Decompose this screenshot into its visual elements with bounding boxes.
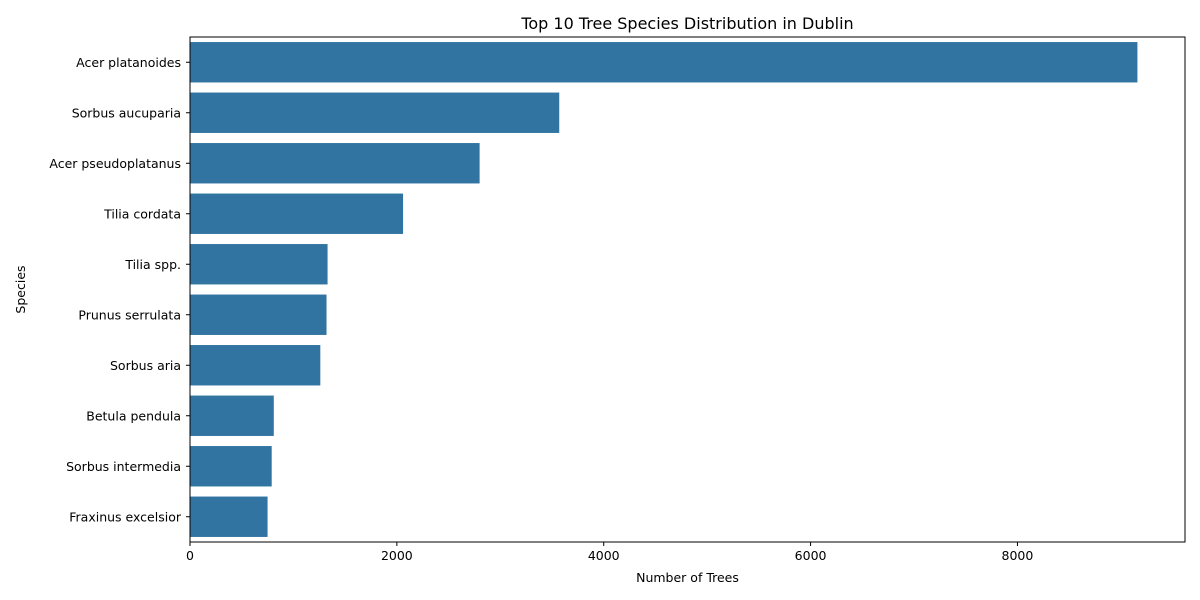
plot-area-frame: [189, 36, 1186, 543]
y-tick-label: Betula pendula: [86, 408, 181, 423]
y-tick-label: Acer platanoides: [76, 55, 181, 70]
y-tick-label: Fraxinus excelsior: [69, 509, 182, 524]
y-axis-label: Species: [13, 265, 28, 313]
bar-tilia-cordata: [190, 193, 404, 234]
bar-sorbus-intermedia: [190, 446, 272, 487]
y-tick-label: Acer pseudoplatanus: [49, 156, 181, 171]
bar-acer-pseudoplatanus: [190, 143, 480, 184]
x-tick-label: 6000: [795, 548, 827, 563]
bar-sorbus-aria: [190, 345, 321, 386]
y-tick-label: Tilia cordata: [103, 206, 181, 221]
x-axis-ticks: 0 2000 4000 6000 8000: [186, 542, 1033, 563]
bar-tilia-spp: [190, 244, 328, 285]
bar-acer-platanoides: [190, 42, 1138, 83]
x-tick-label: 2000: [381, 548, 413, 563]
x-tick-label: 8000: [1002, 548, 1034, 563]
bar-sorbus-aucuparia: [190, 92, 560, 133]
y-axis-ticks: Acer platanoides Sorbus aucuparia Acer pse…: [49, 55, 190, 524]
x-axis-label: Number of Trees: [636, 570, 739, 585]
x-tick-label: 4000: [588, 548, 620, 563]
y-tick-label: Sorbus aucuparia: [72, 105, 181, 120]
y-tick-label: Sorbus aria: [110, 358, 181, 373]
y-tick-label: Prunus serrulata: [78, 307, 181, 322]
x-tick-label: 0: [186, 548, 194, 563]
bar-prunus-serrulata: [190, 294, 327, 335]
y-tick-label: Tilia spp.: [124, 257, 181, 272]
bars-group: [190, 42, 1138, 537]
bar-fraxinus-excelsior: [190, 496, 268, 537]
chart-title: Top 10 Tree Species Distribution in Dubl…: [520, 14, 853, 33]
bar-betula-pendula: [190, 395, 274, 436]
y-tick-label: Sorbus intermedia: [66, 459, 181, 474]
